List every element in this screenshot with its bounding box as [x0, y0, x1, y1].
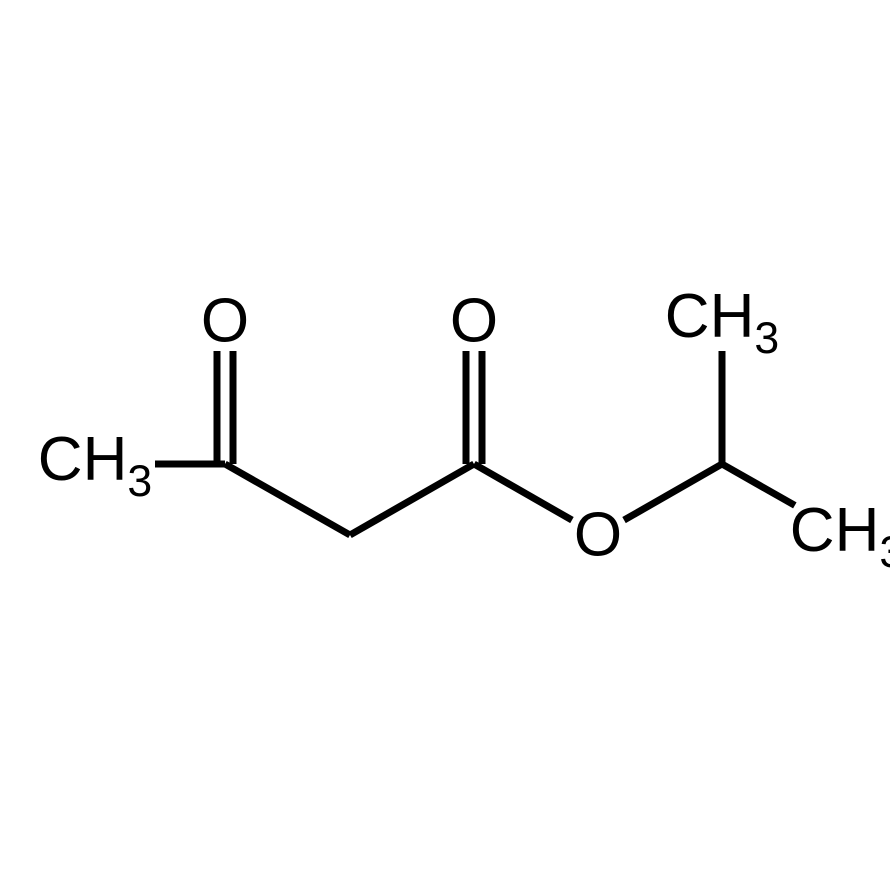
- atom-O2: O: [201, 286, 249, 357]
- atom-CH3_left: CH3: [38, 424, 152, 504]
- atom-CH3_top: CH3: [665, 281, 779, 361]
- atom-O4: O: [450, 286, 498, 357]
- atom-CH3_right: CH3: [790, 495, 890, 575]
- atom-O5: O: [574, 500, 622, 571]
